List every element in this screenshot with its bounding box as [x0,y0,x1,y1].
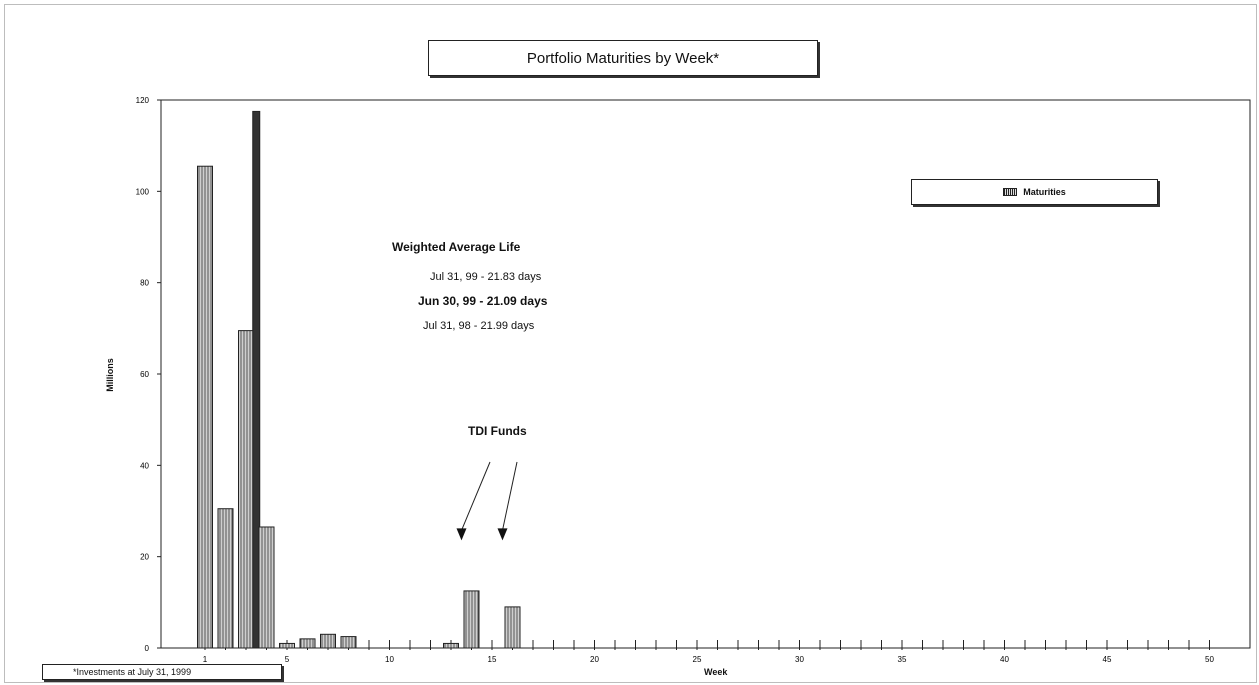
footnote-box: *Investments at July 31, 1999 [42,664,282,680]
chart-frame [4,4,1257,683]
bar [320,633,336,649]
bar [197,165,213,649]
chart-title-box: Portfolio Maturities by Week* [428,40,818,76]
x-tick-label: 30 [795,655,804,664]
tdi-label: TDI Funds [468,424,527,438]
bar [252,110,261,649]
y-tick-label: 0 [145,644,150,653]
bar [299,638,316,649]
y-tick-label: 40 [140,461,149,470]
footnote: *Investments at July 31, 1999 [73,667,192,677]
x-tick-label: 50 [1205,655,1214,664]
y-tick-label: 120 [136,96,150,105]
legend: Maturities [911,179,1158,205]
tdi-arrowhead [497,528,508,541]
bar [279,642,295,649]
bar [258,526,275,649]
bar [463,590,480,649]
y-tick-label: 20 [140,553,149,562]
x-tick-label: 15 [488,655,497,664]
bar [443,642,459,649]
y-axis-label: Millions [104,358,115,392]
wal-line-2: Jun 30, 99 - 21.09 days [418,294,548,308]
x-tick-label: 1 [203,655,208,664]
x-tick-label: 10 [385,655,394,664]
y-tick-label: 80 [140,279,149,288]
x-tick-label: 5 [285,655,290,664]
tdi-arrow [461,461,491,531]
legend-label-maturities: Maturities [1023,187,1066,197]
bar [504,606,521,649]
y-tick-label: 60 [140,370,149,379]
wal-line-3: Jul 31, 98 - 21.99 days [423,320,535,332]
bar [238,330,254,649]
bar [340,636,357,649]
tdi-arrow [502,461,518,531]
chart-title: Portfolio Maturities by Week* [526,49,720,67]
x-tick-label: 35 [898,655,907,664]
x-tick-label: 45 [1103,655,1112,664]
x-axis-label: Week [704,667,728,677]
wal-line-1: Jul 31, 99 - 21.83 days [430,271,542,283]
x-tick-label: 40 [1000,655,1009,664]
tdi-arrowhead [456,528,467,541]
legend-swatch-maturities [1003,188,1018,196]
plot-border [160,99,1251,649]
bar [217,508,234,649]
x-tick-label: 25 [693,655,702,664]
wal-heading: Weighted Average Life [392,240,521,254]
x-tick-label: 20 [590,655,599,664]
y-tick-label: 100 [136,187,150,196]
